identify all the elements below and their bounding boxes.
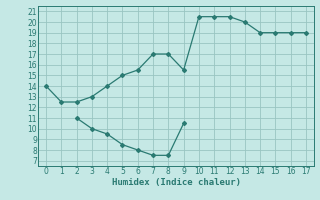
X-axis label: Humidex (Indice chaleur): Humidex (Indice chaleur): [111, 178, 241, 187]
